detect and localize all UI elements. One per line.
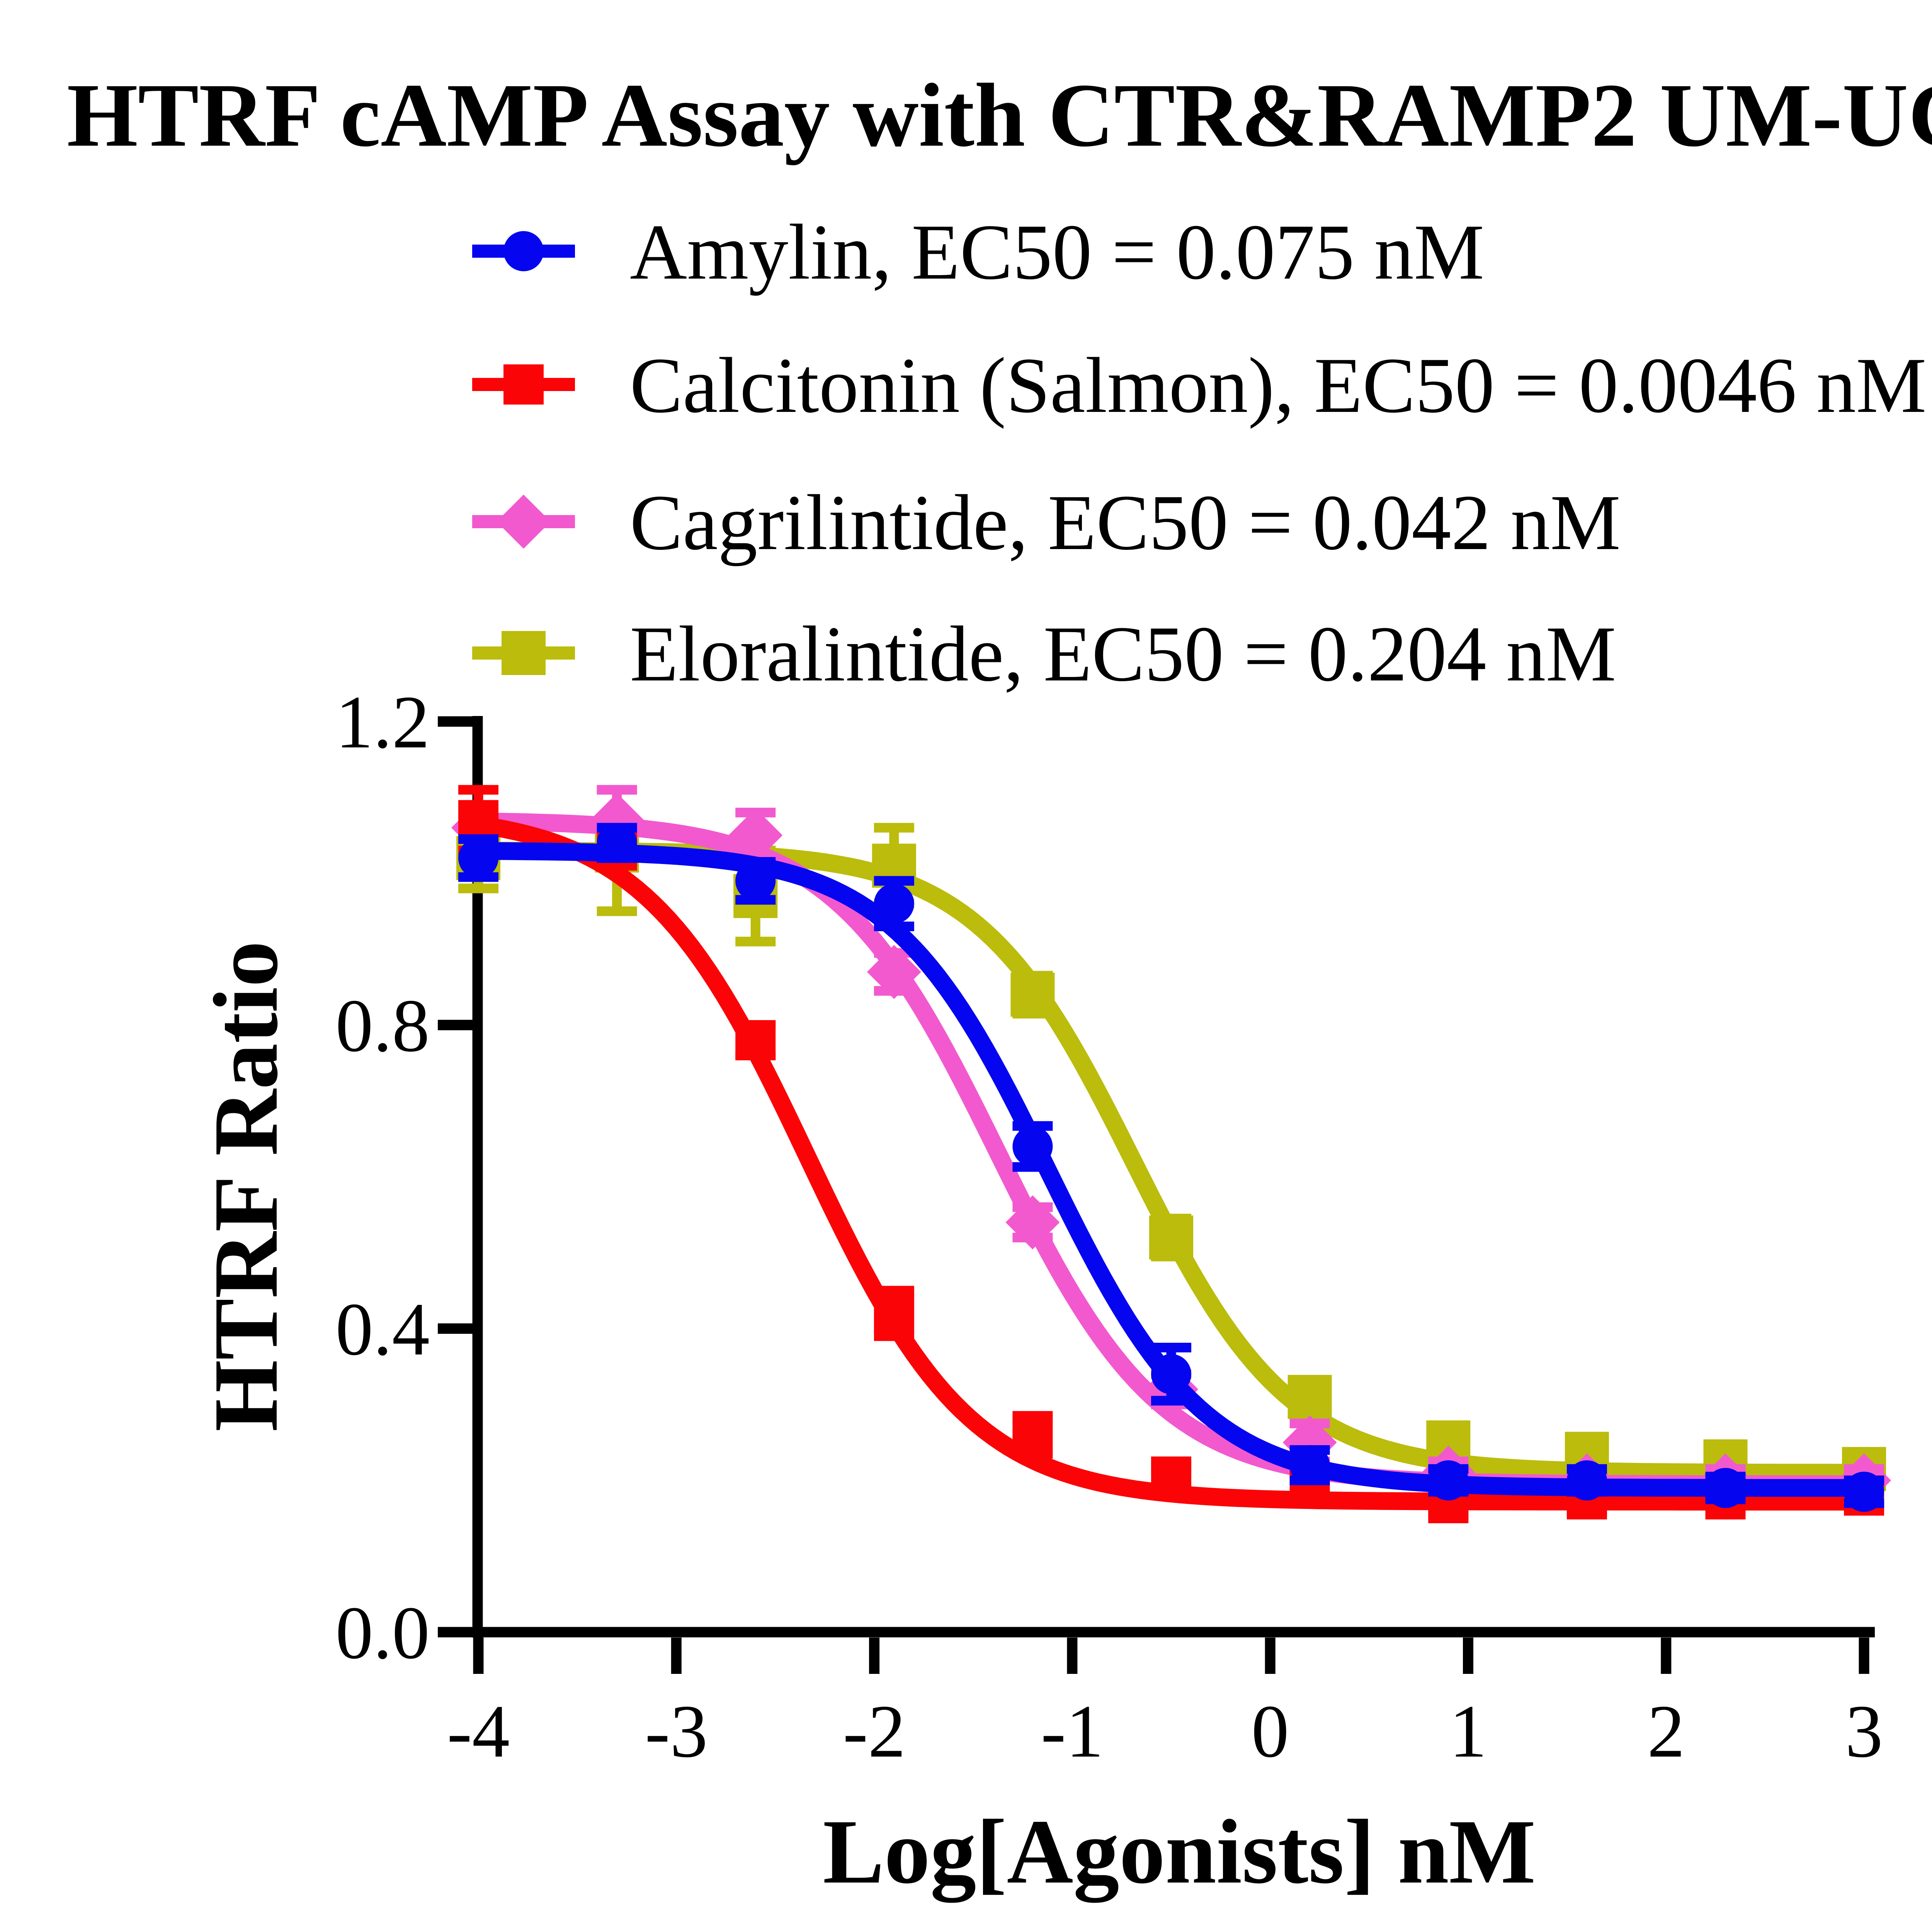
data-point-eloralintide [1287,1375,1332,1419]
data-point-amylin [1289,1445,1330,1485]
legend-label-amylin: Amylin, EC50 = 0.075 nM [630,208,1484,296]
data-point-calcitonin-salmon [874,1293,914,1334]
x-tick-label: -2 [843,1690,905,1773]
legend-label-calcitonin-salmon: Calcitonin (Salmon), EC50 = 0.0046 nM [630,342,1927,429]
data-point-amylin [597,823,637,863]
x-tick-label: -4 [447,1690,510,1773]
axes: -4 -3 -2 -1 0 1 2 3 0.0 0.4 0.8 1.2 [335,680,1883,1773]
data-point-amylin [1844,1471,1884,1512]
data-point-cagrilintide [867,945,921,999]
data-point-amylin [1012,1126,1053,1167]
data-point-calcitonin-salmon [458,800,498,840]
data-point-amylin [1705,1468,1746,1508]
data-point-amylin [1566,1460,1607,1501]
data-point-amylin [458,838,498,878]
legend-item-cagrilintide: Cagrilintide, EC50 = 0.042 nM [472,479,1621,566]
legend-marker-calcitonin-salmon [503,364,544,405]
legend: Amylin, EC50 = 0.075 nM Calcitonin (Salmo… [472,208,1927,698]
data-point-amylin [874,883,914,924]
data-point-eloralintide [1149,1215,1194,1260]
x-tick-label: 2 [1647,1690,1685,1773]
data-point-amylin [1151,1354,1192,1395]
data-point-calcitonin-salmon [735,1020,776,1061]
data-point-calcitonin-salmon [1012,1415,1053,1455]
data-point-eloralintide [1010,973,1055,1017]
legend-label-cagrilintide: Cagrilintide, EC50 = 0.042 nM [630,479,1621,566]
legend-marker-cagrilintide [497,495,551,549]
y-tick-label: 0.8 [335,984,430,1068]
series-layer [451,785,1891,1524]
data-point-calcitonin-salmon [1151,1456,1192,1497]
y-tick-label: 1.2 [335,680,430,764]
x-tick-label: 1 [1449,1690,1487,1773]
data-point-cagrilintide [1005,1195,1060,1250]
y-axis-title: HTRF Ratio [195,941,297,1432]
x-axis-title: Log[Agonists] nM [823,1801,1536,1903]
x-tick-label: 3 [1845,1690,1883,1773]
y-tick-label: 0.4 [335,1287,430,1371]
data-point-amylin [1428,1460,1469,1501]
data-point-amylin [735,861,776,901]
series-amylin [458,823,1884,1512]
legend-item-amylin: Amylin, EC50 = 0.075 nM [472,208,1484,296]
legend-marker-amylin [503,231,544,271]
y-tick-label: 0.0 [335,1591,430,1675]
x-tick-label: 0 [1251,1690,1289,1773]
x-tick-label: -3 [645,1690,707,1773]
chart-title: HTRF cAMP Assay with CTR&RAMP2 UM-UC-3 (… [67,65,1932,165]
data-point-cagrilintide [728,808,783,862]
x-tick-label: -1 [1041,1690,1104,1773]
legend-marker-eloralintide [502,631,546,675]
legend-item-calcitonin-salmon: Calcitonin (Salmon), EC50 = 0.0046 nM [472,342,1927,429]
legend-item-eloralintide: Eloralintide, EC50 = 0.204 nM [472,610,1616,698]
legend-label-eloralintide: Eloralintide, EC50 = 0.204 nM [630,610,1616,698]
